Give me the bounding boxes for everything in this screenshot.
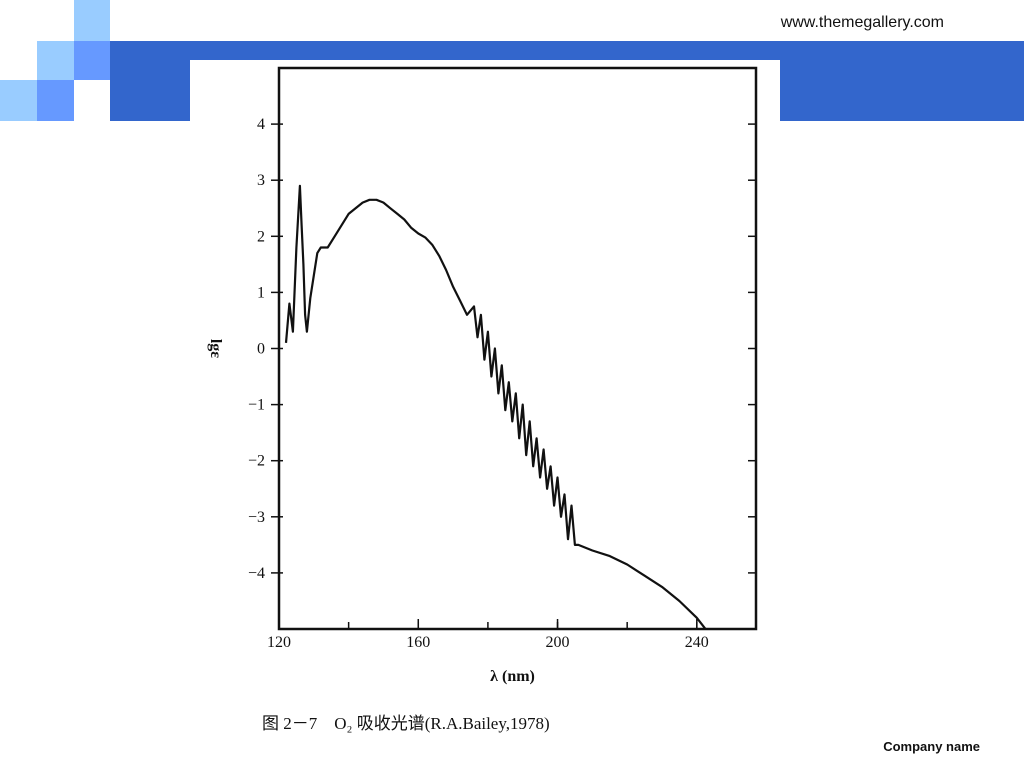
y-tick-label: 0 [257, 341, 265, 358]
plot-frame [277, 66, 758, 631]
deco-square-4 [0, 80, 37, 121]
x-axis-label: λ (nm) [490, 668, 535, 685]
deco-square-1 [74, 0, 110, 41]
x-tick-label: 240 [685, 634, 709, 651]
y-tick-label: −1 [248, 397, 265, 414]
y-tick-label: −4 [248, 565, 265, 582]
figure-caption: 图 2－7 O₂ 吸收光谱(R.A.Bailey,1978) [262, 714, 550, 733]
deco-square-2 [37, 41, 74, 80]
x-tick-label: 120 [267, 634, 291, 651]
series-line-0 [284, 184, 707, 629]
y-tick-label: 3 [257, 172, 265, 189]
y-tick-label: 4 [257, 116, 265, 133]
y-tick-label: 1 [257, 284, 265, 301]
company-name: Company name [883, 739, 980, 754]
y-tick-label: −2 [248, 453, 265, 470]
x-tick-label: 160 [406, 634, 430, 651]
x-tick-label: 200 [546, 634, 570, 651]
website-url: www.themegallery.com [780, 14, 944, 31]
deco-square-5 [37, 80, 74, 121]
y-axis-label: lgε [207, 339, 224, 358]
deco-square-3 [74, 41, 110, 80]
spectrum-figure: 4 3 2 1 0 −1 −2 −3 −4 120 160 200 240 λ (nm) lgε 图 2－7 … [190, 60, 780, 750]
absorption-spectrum-chart: 4 3 2 1 0 −1 −2 −3 −4 120 160 200 240 λ (nm) lgε 图 2－7 … [207, 66, 758, 733]
y-tick-label: 2 [257, 228, 265, 245]
y-tick-label: −3 [248, 509, 265, 526]
